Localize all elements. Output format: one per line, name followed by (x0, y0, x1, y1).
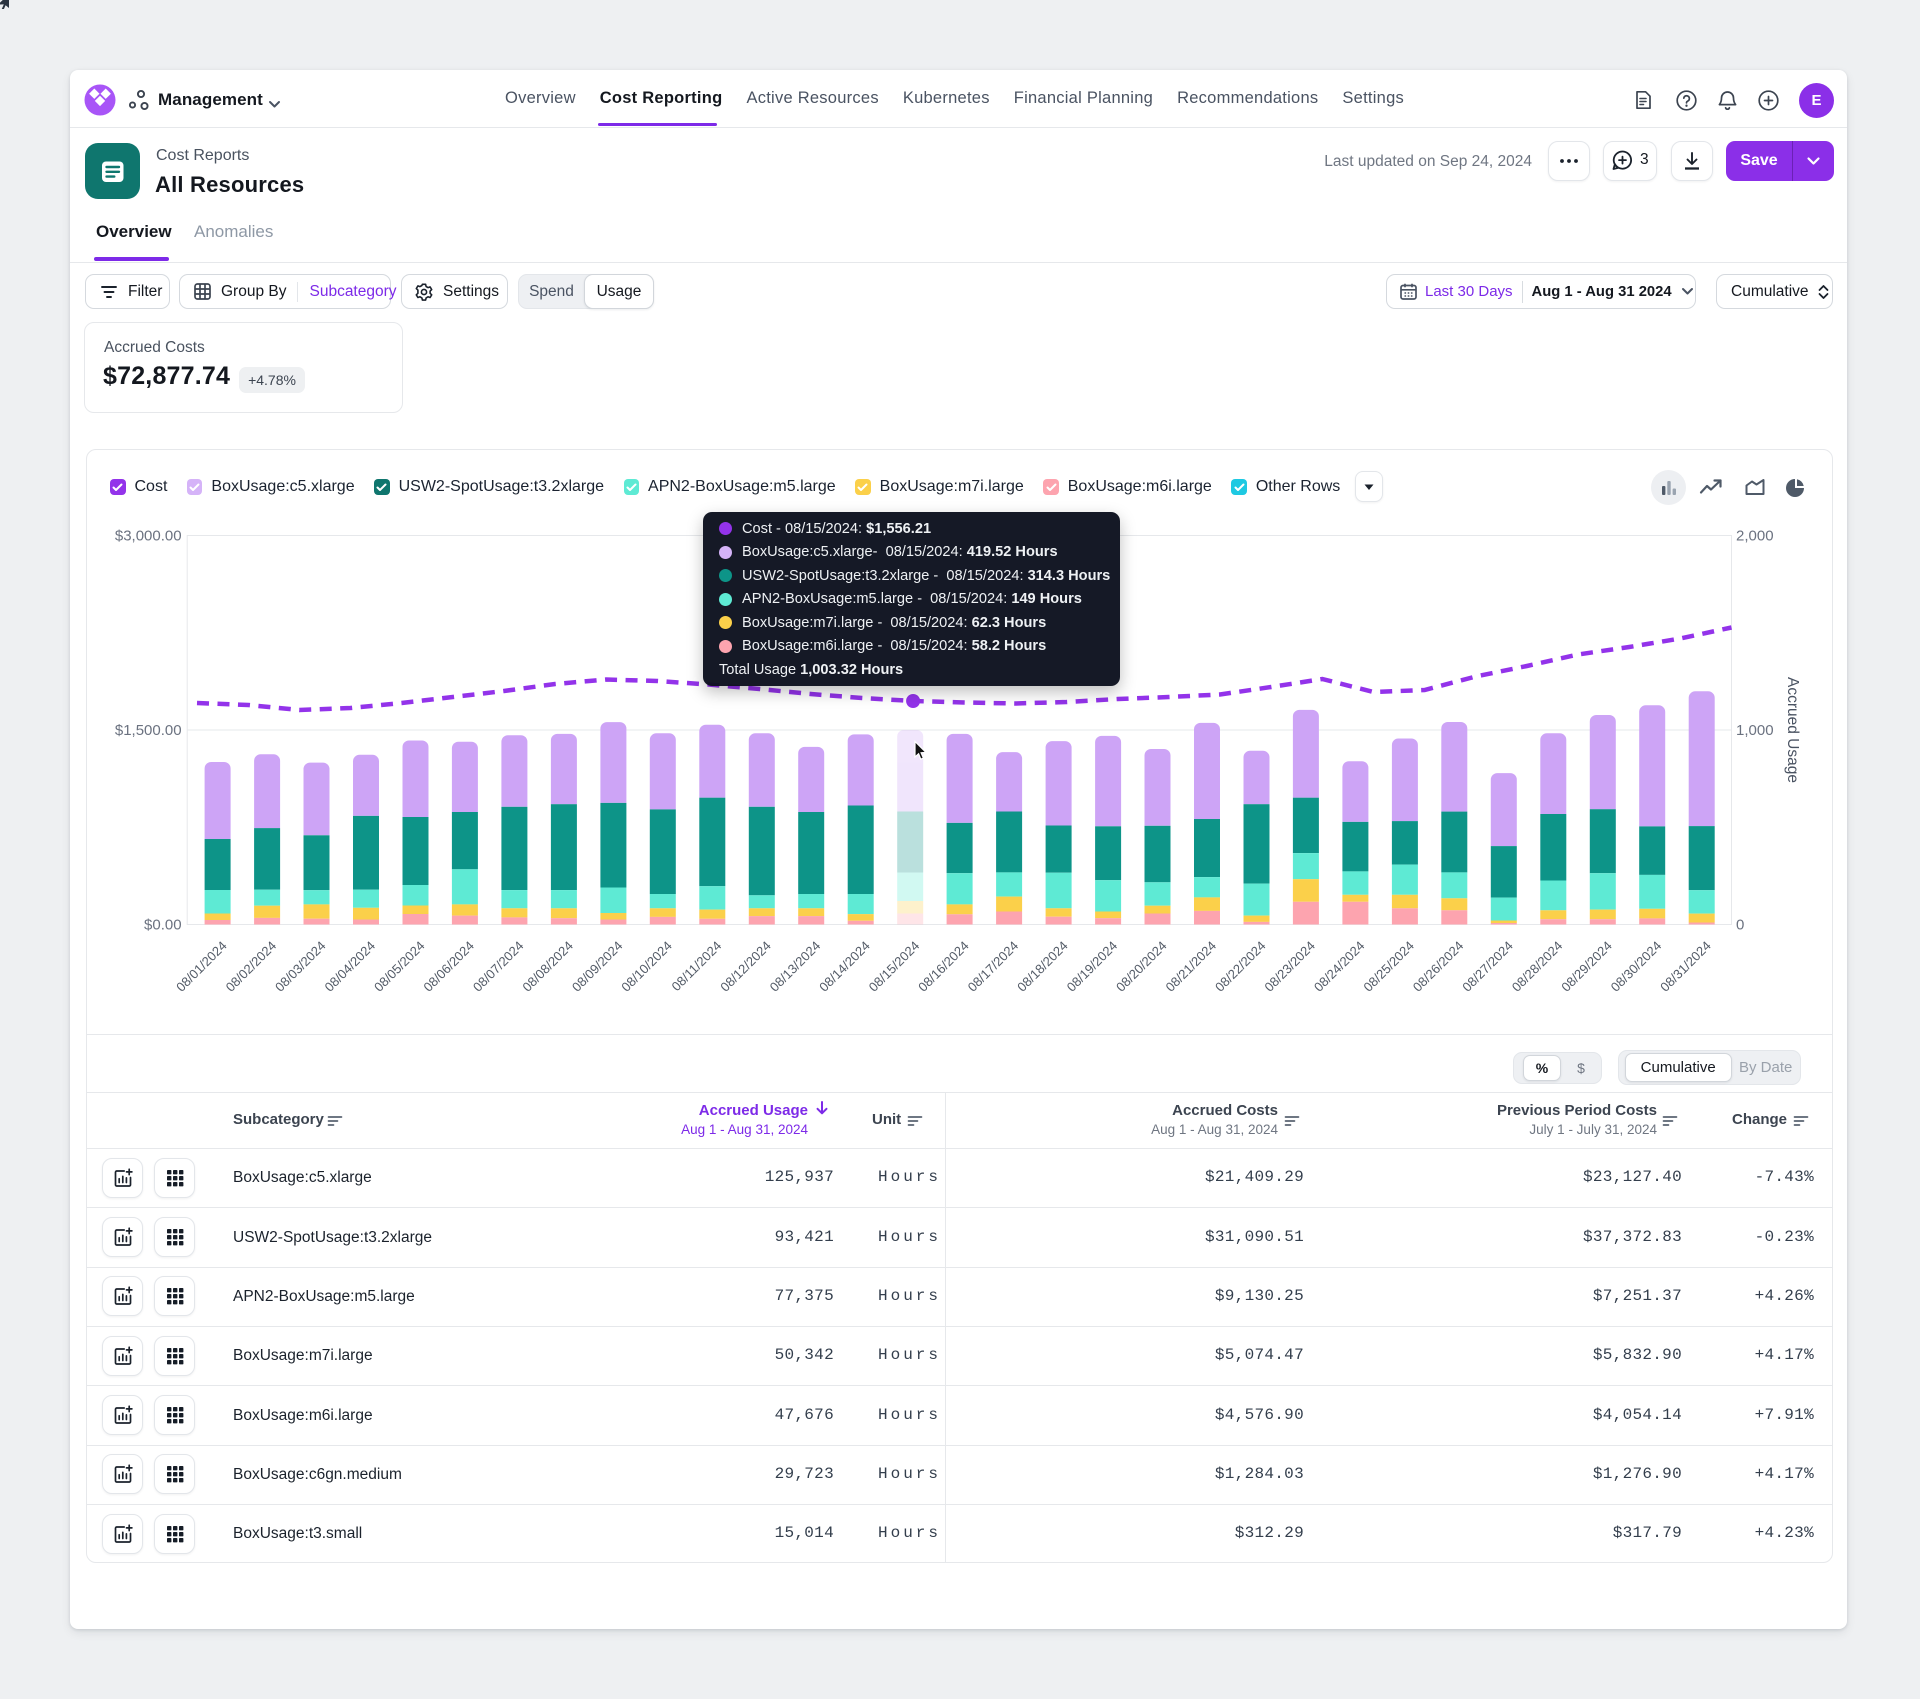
svg-text:08/06/2024: 08/06/2024 (420, 938, 477, 995)
svg-text:08/31/2024: 08/31/2024 (1657, 938, 1714, 995)
svg-text:08/01/2024: 08/01/2024 (173, 938, 230, 995)
svg-text:08/15/2024: 08/15/2024 (866, 938, 923, 995)
svg-text:08/24/2024: 08/24/2024 (1311, 938, 1368, 995)
svg-text:08/29/2024: 08/29/2024 (1558, 938, 1615, 995)
svg-text:08/12/2024: 08/12/2024 (717, 938, 774, 995)
svg-text:08/18/2024: 08/18/2024 (1014, 938, 1071, 995)
svg-text:08/02/2024: 08/02/2024 (223, 938, 280, 995)
svg-text:08/10/2024: 08/10/2024 (618, 938, 675, 995)
svg-text:08/07/2024: 08/07/2024 (470, 938, 527, 995)
svg-text:08/05/2024: 08/05/2024 (371, 938, 428, 995)
svg-text:08/28/2024: 08/28/2024 (1509, 938, 1566, 995)
svg-text:2,000: 2,000 (1736, 528, 1774, 545)
svg-text:08/13/2024: 08/13/2024 (767, 938, 824, 995)
svg-text:08/26/2024: 08/26/2024 (1410, 938, 1467, 995)
svg-text:$3,000.00: $3,000.00 (115, 528, 182, 545)
svg-text:08/17/2024: 08/17/2024 (965, 938, 1022, 995)
svg-text:$1,500.00: $1,500.00 (115, 722, 182, 739)
svg-text:08/20/2024: 08/20/2024 (1113, 938, 1170, 995)
svg-text:Accrued Usage: Accrued Usage (1784, 677, 1801, 783)
svg-text:08/11/2024: 08/11/2024 (668, 938, 724, 994)
svg-text:08/14/2024: 08/14/2024 (816, 938, 873, 995)
svg-text:08/19/2024: 08/19/2024 (1064, 938, 1121, 995)
svg-text:08/23/2024: 08/23/2024 (1261, 938, 1318, 995)
svg-text:08/27/2024: 08/27/2024 (1459, 938, 1516, 995)
svg-text:08/21/2024: 08/21/2024 (1162, 938, 1219, 995)
svg-text:$0.00: $0.00 (144, 917, 182, 934)
svg-text:08/30/2024: 08/30/2024 (1608, 938, 1665, 995)
svg-text:08/09/2024: 08/09/2024 (569, 938, 626, 995)
svg-text:08/08/2024: 08/08/2024 (519, 938, 576, 995)
svg-text:1,000: 1,000 (1736, 722, 1774, 739)
svg-text:08/03/2024: 08/03/2024 (272, 938, 329, 995)
svg-text:08/04/2024: 08/04/2024 (321, 938, 378, 995)
svg-text:08/25/2024: 08/25/2024 (1360, 938, 1417, 995)
svg-text:08/16/2024: 08/16/2024 (915, 938, 972, 995)
svg-text:08/22/2024: 08/22/2024 (1212, 938, 1269, 995)
svg-text:0: 0 (1736, 917, 1744, 934)
